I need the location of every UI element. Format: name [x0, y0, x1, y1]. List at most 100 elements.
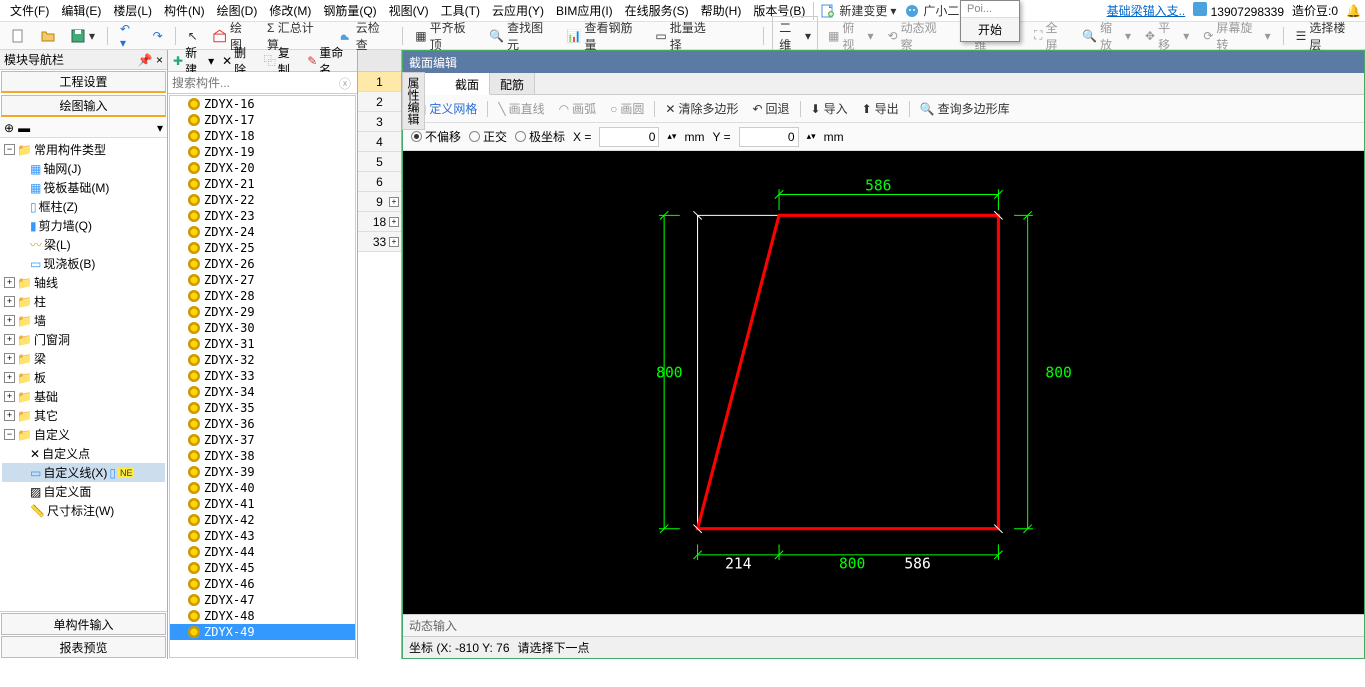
export-button[interactable]: ⬆ 导出 [858, 98, 903, 119]
tab-rebar[interactable]: 配筋 [490, 73, 535, 94]
undo-poly-button[interactable]: ↶ 回退 [748, 98, 793, 119]
component-row[interactable]: ZDYX-39 [170, 464, 355, 480]
pan-button[interactable]: ✥ 平移 ▾ [1141, 17, 1193, 55]
save-icon[interactable]: ▾ [66, 26, 99, 46]
component-row[interactable]: ZDYX-37 [170, 432, 355, 448]
dyn-button[interactable]: ⟲ 动态观察 [884, 17, 951, 55]
grid-row[interactable]: 18+ [358, 212, 401, 232]
component-row[interactable]: ZDYX-40 [170, 480, 355, 496]
bell-icon[interactable]: 🔔 [1346, 4, 1361, 18]
grid-row[interactable]: 5 [358, 152, 401, 172]
grid-row[interactable]: 9+ [358, 192, 401, 212]
component-row[interactable]: ZDYX-32 [170, 352, 355, 368]
tree-item[interactable]: 梁(L) [44, 236, 71, 253]
tree-item-selected[interactable]: 自定义线(X) [43, 464, 107, 481]
tree-group[interactable]: 轴线 [34, 274, 58, 291]
tree-item[interactable]: 剪力墙(Q) [39, 217, 92, 234]
grid-row[interactable]: 3 [358, 112, 401, 132]
tree-item[interactable]: 自定义面 [43, 483, 91, 500]
tree-group[interactable]: 梁 [34, 350, 46, 367]
rot-button[interactable]: ⟳ 屏幕旋转 ▾ [1199, 17, 1274, 55]
grid-row[interactable]: 4 [358, 132, 401, 152]
component-row[interactable]: ZDYX-17 [170, 112, 355, 128]
collapse-icon[interactable]: − [4, 144, 15, 155]
component-row[interactable]: ZDYX-45 [170, 560, 355, 576]
component-row[interactable]: ZDYX-46 [170, 576, 355, 592]
line-button[interactable]: ╲ 画直线 [494, 98, 548, 119]
menu-floor[interactable]: 楼层(L) [107, 2, 158, 19]
menu-component[interactable]: 构件(N) [158, 2, 211, 19]
menu-file[interactable]: 文件(F) [4, 2, 55, 19]
component-row[interactable]: ZDYX-26 [170, 256, 355, 272]
component-row[interactable]: ZDYX-27 [170, 272, 355, 288]
component-row[interactable]: ZDYX-19 [170, 144, 355, 160]
rebar-button[interactable]: 📊 查看钢筋量 [563, 17, 646, 55]
clear-button[interactable]: ✕ 清除多边形 [661, 98, 742, 119]
open-icon[interactable] [36, 26, 60, 46]
new-icon[interactable] [6, 26, 30, 46]
component-row[interactable]: ZDYX-21 [170, 176, 355, 192]
component-row[interactable]: ZDYX-47 [170, 592, 355, 608]
dropdown-icon[interactable]: ▾ [157, 121, 163, 135]
component-row[interactable]: ZDYX-20 [170, 160, 355, 176]
import-button[interactable]: ⬇ 导入 [807, 98, 852, 119]
redo-icon[interactable]: ↷ [149, 27, 167, 45]
component-row[interactable]: ZDYX-33 [170, 368, 355, 384]
component-row[interactable]: ZDYX-29 [170, 304, 355, 320]
component-row[interactable]: ZDYX-18 [170, 128, 355, 144]
tree-group[interactable]: 柱 [34, 293, 46, 310]
tab-report[interactable]: 报表预览 [1, 636, 166, 658]
tree-item[interactable]: 尺寸标注(W) [47, 502, 114, 519]
component-row[interactable]: ZDYX-25 [170, 240, 355, 256]
full-button[interactable]: ⛶ 全屏 [1030, 17, 1072, 55]
grid-row[interactable]: 33+ [358, 232, 401, 252]
drawing-canvas[interactable]: 586 800 800 214 800 586 [403, 151, 1364, 614]
tab-section[interactable]: 截面 [445, 73, 490, 95]
batch-button[interactable]: ▭ 批量选择 [651, 17, 719, 55]
tree-group[interactable]: 墙 [34, 312, 46, 329]
tree-custom[interactable]: 自定义 [34, 426, 70, 443]
tree-common[interactable]: 常用构件类型 [34, 141, 106, 158]
find-button[interactable]: 🔍 查找图元 [485, 17, 556, 55]
grid-row[interactable]: 2 [358, 92, 401, 112]
component-row[interactable]: ZDYX-38 [170, 448, 355, 464]
component-row[interactable]: ZDYX-35 [170, 400, 355, 416]
floor-button[interactable]: ☰ 选择楼层 [1292, 17, 1359, 55]
tree-item[interactable]: 框柱(Z) [39, 198, 78, 215]
add-icon[interactable]: ⊕ [4, 121, 14, 135]
component-row[interactable]: ZDYX-44 [170, 544, 355, 560]
query-button[interactable]: 🔍 查询多边形库 [916, 98, 1014, 119]
tab-engineering[interactable]: 工程设置 [1, 71, 166, 93]
tree-item[interactable]: 筏板基础(M) [43, 179, 109, 196]
tree-group[interactable]: 门窗洞 [34, 331, 70, 348]
pin-icon[interactable]: 📌 [138, 53, 153, 67]
search-clear[interactable]: ⓧ [333, 72, 357, 93]
component-row[interactable]: ZDYX-41 [170, 496, 355, 512]
remove-icon[interactable]: ▬ [18, 121, 30, 135]
component-row[interactable]: ZDYX-30 [170, 320, 355, 336]
expand-icon[interactable]: + [4, 277, 15, 288]
popup-start-button[interactable]: 开始 [961, 18, 1019, 41]
component-row[interactable]: ZDYX-16 [170, 96, 355, 112]
component-row[interactable]: ZDYX-23 [170, 208, 355, 224]
component-row[interactable]: ZDYX-24 [170, 224, 355, 240]
tab-draw-input[interactable]: 绘图输入 [1, 95, 166, 117]
close-icon[interactable]: × [156, 53, 163, 67]
component-row[interactable]: ZDYX-36 [170, 416, 355, 432]
circle-button[interactable]: ○ 画圆 [606, 98, 648, 119]
grid-row[interactable]: 6 [358, 172, 401, 192]
component-row[interactable]: ZDYX-43 [170, 528, 355, 544]
search-input[interactable] [168, 72, 333, 93]
y-input[interactable] [739, 127, 799, 147]
x-input[interactable] [599, 127, 659, 147]
tree-item[interactable]: 现浇板(B) [43, 255, 95, 272]
property-tab[interactable]: 属性编辑 [402, 72, 425, 130]
tree-group[interactable]: 基础 [34, 388, 58, 405]
component-row[interactable]: ZDYX-48 [170, 608, 355, 624]
undo-icon[interactable]: ↶ ▾ [116, 20, 143, 52]
component-row[interactable]: ZDYX-22 [170, 192, 355, 208]
component-row[interactable]: ZDYX-42 [170, 512, 355, 528]
flat-button[interactable]: ▦ 平齐板顶 [411, 17, 479, 55]
component-row[interactable]: ZDYX-31 [170, 336, 355, 352]
tree-group[interactable]: 其它 [34, 407, 58, 424]
